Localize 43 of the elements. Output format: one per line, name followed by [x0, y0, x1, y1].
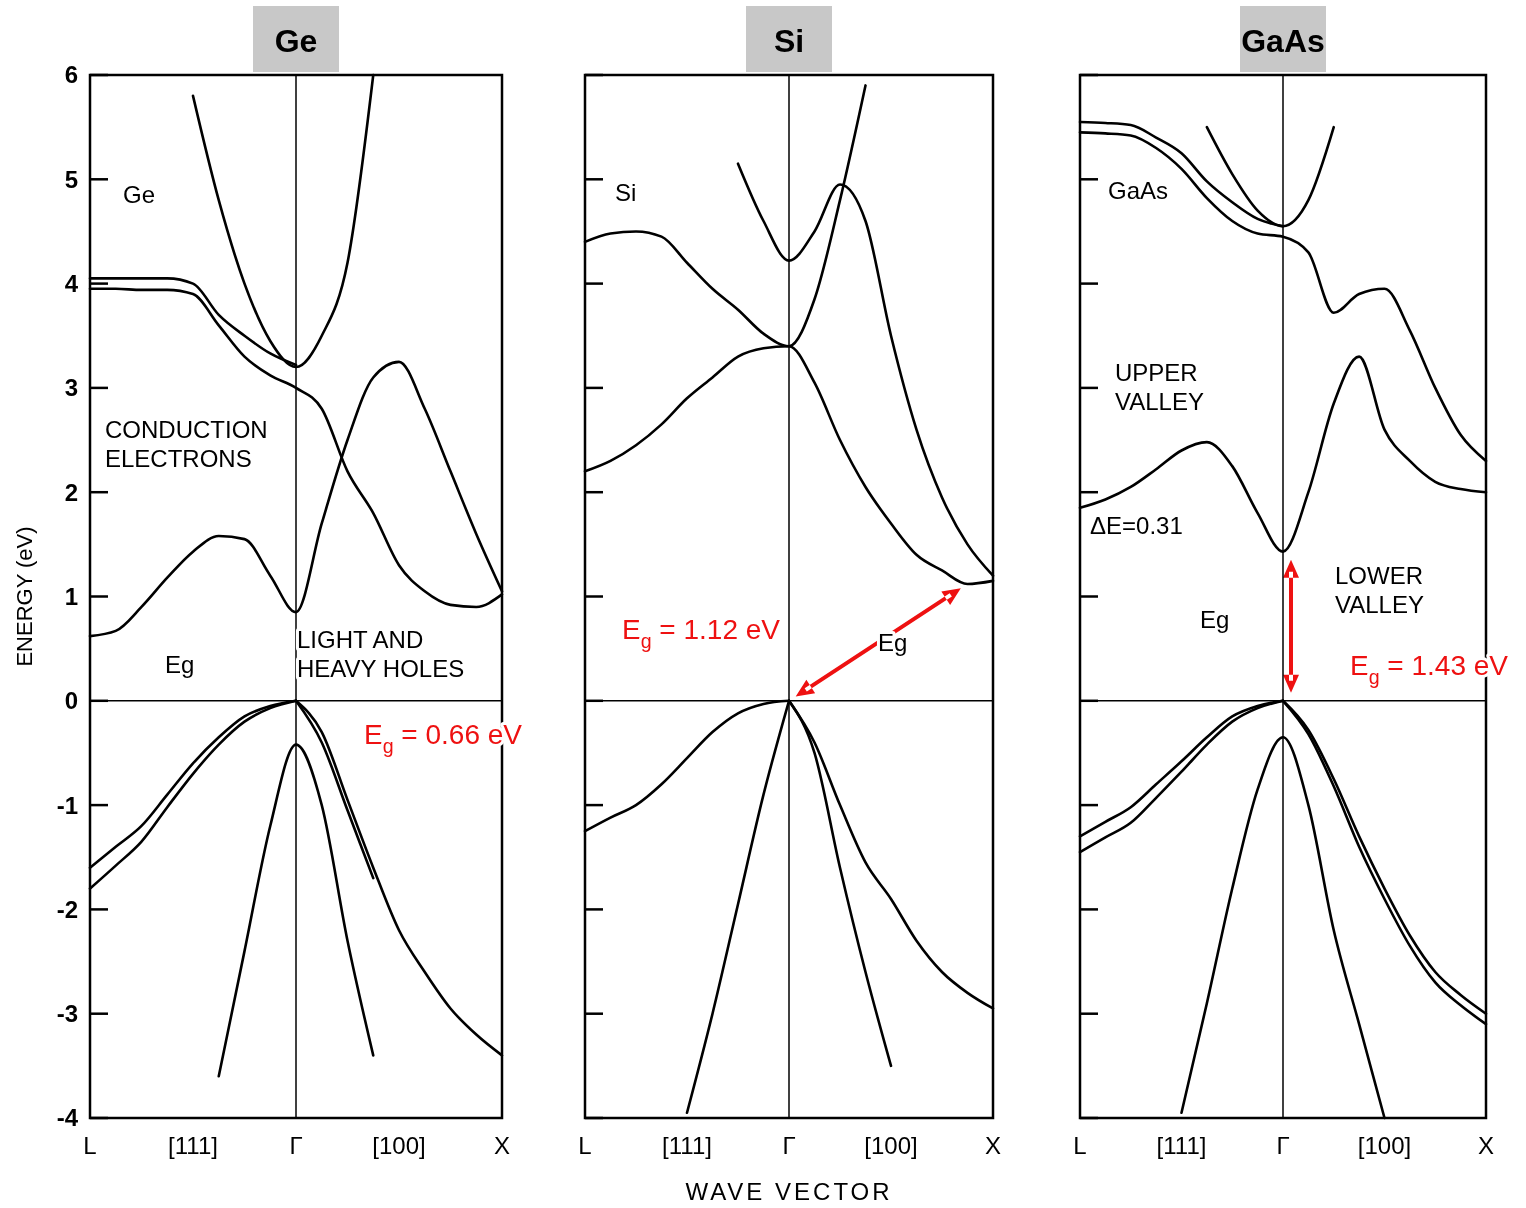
y-tick-label: 5 — [64, 165, 78, 193]
y-tick-label: 2 — [64, 478, 78, 506]
chart-title: Ge — [274, 23, 318, 59]
y-tick-label: -1 — [56, 791, 78, 819]
annotation: Eg — [165, 651, 195, 679]
annotation: LOWER VALLEY — [1335, 562, 1424, 619]
y-tick-label: 1 — [64, 582, 78, 610]
x-tick-label: L — [83, 1132, 97, 1159]
x-tick-label: Γ — [289, 1132, 303, 1159]
annotation: ΔE=0.31 — [1090, 512, 1183, 540]
chart-title: GaAs — [1241, 23, 1325, 59]
x-tick-label: Γ — [1276, 1132, 1290, 1159]
x-tick-label: X — [984, 1132, 1002, 1159]
y-tick-label: 4 — [64, 270, 79, 297]
annotation: UPPER VALLEY — [1115, 359, 1204, 416]
annotation: GaAs — [1108, 177, 1169, 205]
annotation: E$_{g}$ = 1.12 eV — [622, 614, 781, 653]
x-tick-label: L — [578, 1132, 592, 1159]
annotation: Eg — [1200, 606, 1230, 634]
annotation: LIGHT AND HEAVY HOLES — [297, 626, 465, 683]
x-tick-label: L — [1073, 1132, 1087, 1159]
x-axis-title: WAVE VECTOR — [685, 1178, 893, 1205]
x-tick-label: Γ — [782, 1132, 796, 1159]
y-tick-label: -2 — [56, 895, 78, 923]
annotation: Eg — [878, 629, 908, 657]
annotation: CONDUCTION ELECTRONS — [105, 416, 268, 473]
y-tick-label: -3 — [56, 1000, 78, 1028]
y-tick-label: 6 — [64, 61, 78, 89]
x-tick-label: [100] — [864, 1132, 918, 1159]
x-tick-label: [111] — [1156, 1132, 1207, 1159]
annotation: Ge — [123, 181, 156, 209]
y-axis-title: ENERGY (eV) — [12, 526, 37, 667]
x-tick-label: [100] — [1357, 1132, 1412, 1159]
y-tick-label: 0 — [64, 687, 78, 715]
x-tick-label: [100] — [372, 1132, 426, 1159]
y-tick-label: -4 — [56, 1104, 79, 1132]
y-tick-label: 3 — [64, 374, 78, 402]
x-tick-label: [111] — [168, 1132, 218, 1159]
x-tick-label: X — [1477, 1132, 1495, 1159]
chart-title: Si — [773, 23, 805, 59]
x-tick-label: [111] — [662, 1132, 712, 1159]
annotation: Si — [615, 179, 637, 207]
x-tick-label: X — [493, 1132, 511, 1159]
